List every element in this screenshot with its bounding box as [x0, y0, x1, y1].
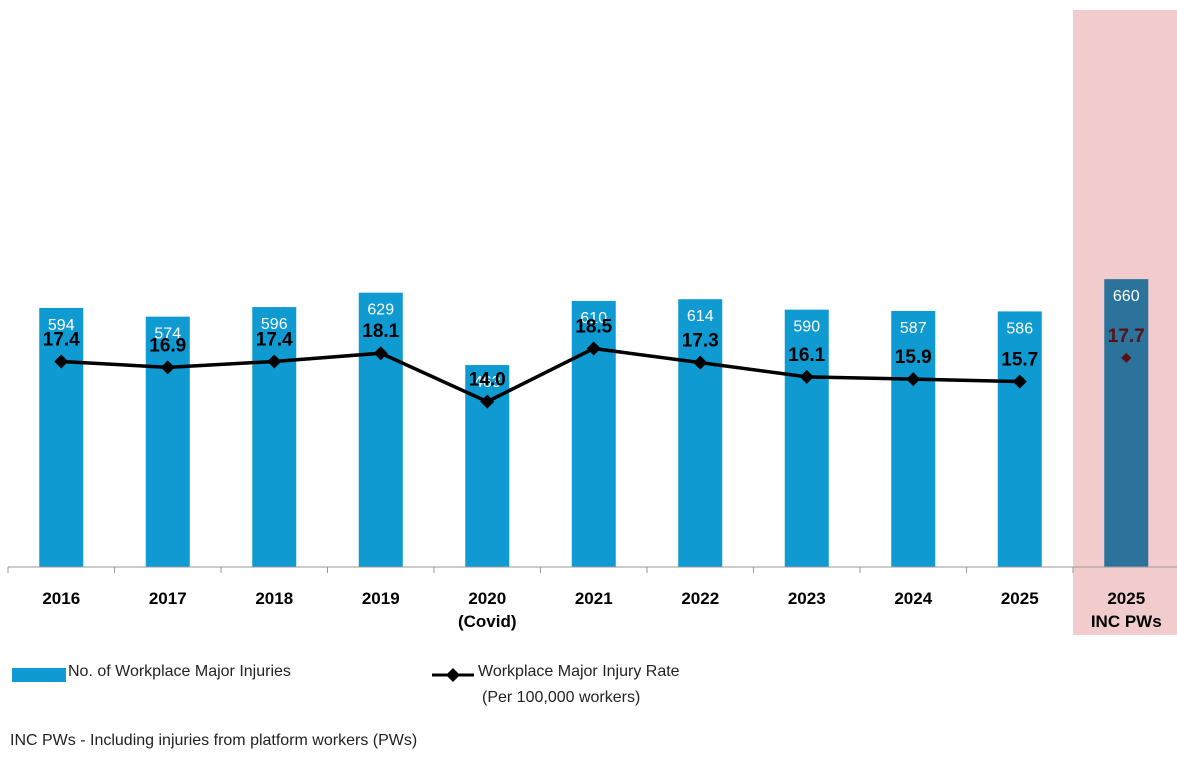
rate-data-label: 18.5 — [575, 316, 612, 337]
bar-data-label: 590 — [793, 319, 820, 336]
legend-line-swatch — [432, 668, 474, 682]
x-tick-label: 2017 — [149, 589, 187, 608]
bar — [1104, 279, 1149, 567]
rate-data-label: 17.3 — [682, 331, 719, 352]
rate-marker — [1121, 352, 1132, 363]
x-tick-sublabel: INC PWs — [1091, 612, 1162, 631]
x-tick-label: 2019 — [362, 589, 400, 608]
x-tick-label: 2022 — [681, 589, 719, 608]
rate-marker — [1012, 374, 1027, 389]
rate-marker — [906, 372, 921, 387]
x-tick-label: 2020 — [468, 589, 506, 608]
rate-data-label: 15.9 — [895, 347, 932, 368]
x-tick-sublabel: (Covid) — [458, 612, 517, 631]
rate-data-label: 17.7 — [1108, 326, 1145, 347]
x-tick-label: 2024 — [894, 589, 932, 608]
rate-data-label: 16.9 — [149, 335, 186, 356]
bar-data-label: 574 — [154, 326, 181, 343]
bar-data-label: 614 — [687, 308, 714, 325]
x-tick-label: 2025 — [1001, 589, 1039, 608]
legend-bar-label: No. of Workplace Major Injuries — [68, 663, 291, 680]
x-tick-label: 2023 — [788, 589, 826, 608]
x-tick-label: 2021 — [575, 589, 613, 608]
bar-data-label: 660 — [1113, 288, 1140, 305]
rate-marker — [267, 354, 282, 369]
bar — [678, 299, 723, 567]
rate-data-label: 16.1 — [788, 345, 825, 366]
rate-data-label: 18.1 — [362, 321, 399, 342]
bar-data-label: 629 — [367, 302, 394, 319]
bar-data-label: 463 — [474, 374, 501, 391]
bar-data-label: 587 — [900, 320, 927, 337]
rate-data-label: 17.4 — [43, 329, 80, 350]
rate-marker — [586, 341, 601, 356]
legend-bar-swatch — [12, 668, 66, 682]
bar — [358, 292, 403, 567]
bar-data-label: 596 — [261, 316, 288, 333]
bar — [891, 310, 936, 567]
legend-line-sublabel: (Per 100,000 workers) — [482, 689, 641, 706]
bar — [39, 307, 84, 567]
legend-line-label: Workplace Major Injury Rate — [478, 663, 680, 680]
rate-marker — [160, 360, 175, 375]
x-tick-label: 2025 — [1107, 589, 1145, 608]
rate-marker — [693, 355, 708, 370]
bar-data-label: 594 — [48, 317, 75, 334]
x-tick-label: 2018 — [255, 589, 293, 608]
rate-data-label: 14.0 — [469, 370, 506, 391]
bar — [997, 311, 1042, 567]
rate-marker — [373, 346, 388, 361]
x-tick-label: 2016 — [42, 589, 80, 608]
rate-data-label: 15.7 — [1001, 350, 1038, 371]
bar — [145, 316, 190, 567]
bar — [252, 307, 297, 567]
rate-marker — [799, 369, 814, 384]
bar-data-label: 610 — [580, 310, 607, 327]
bar-data-label: 586 — [1006, 320, 1033, 337]
rate-line — [61, 346, 1020, 404]
rate-marker — [54, 354, 69, 369]
rate-marker — [480, 394, 495, 409]
bar — [571, 300, 616, 567]
footnote: INC PWs - Including injuries from platfo… — [10, 732, 418, 749]
rate-data-label: 17.4 — [256, 329, 293, 350]
bar — [784, 309, 829, 567]
